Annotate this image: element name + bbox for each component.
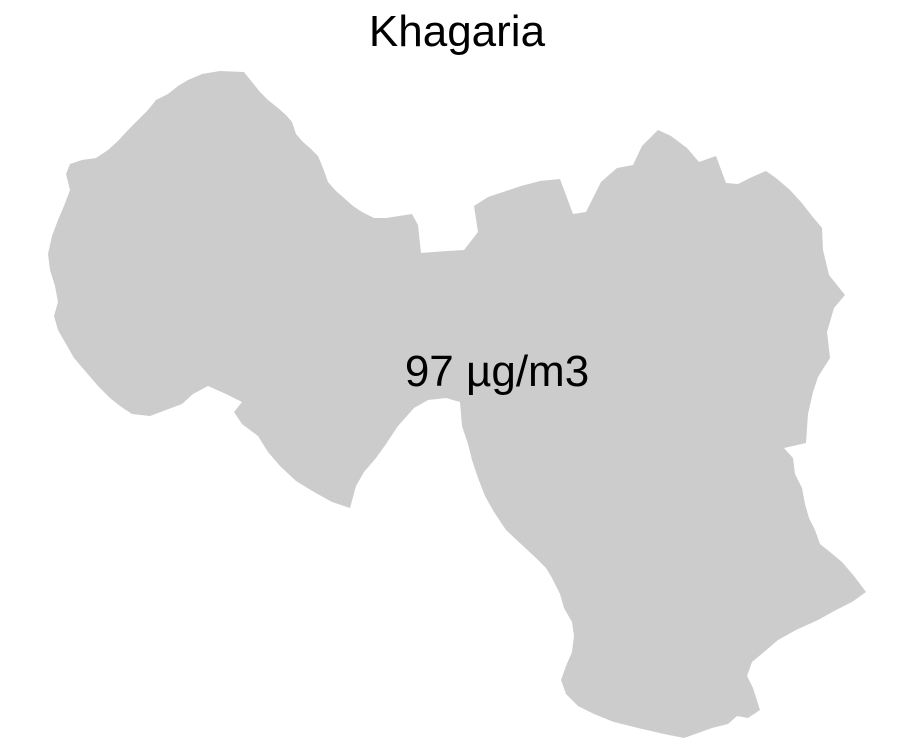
pm25-value-label: 97 µg/m3 [404, 347, 590, 396]
district-shape-khagaria [48, 71, 866, 738]
map-title: Khagaria [368, 7, 546, 56]
